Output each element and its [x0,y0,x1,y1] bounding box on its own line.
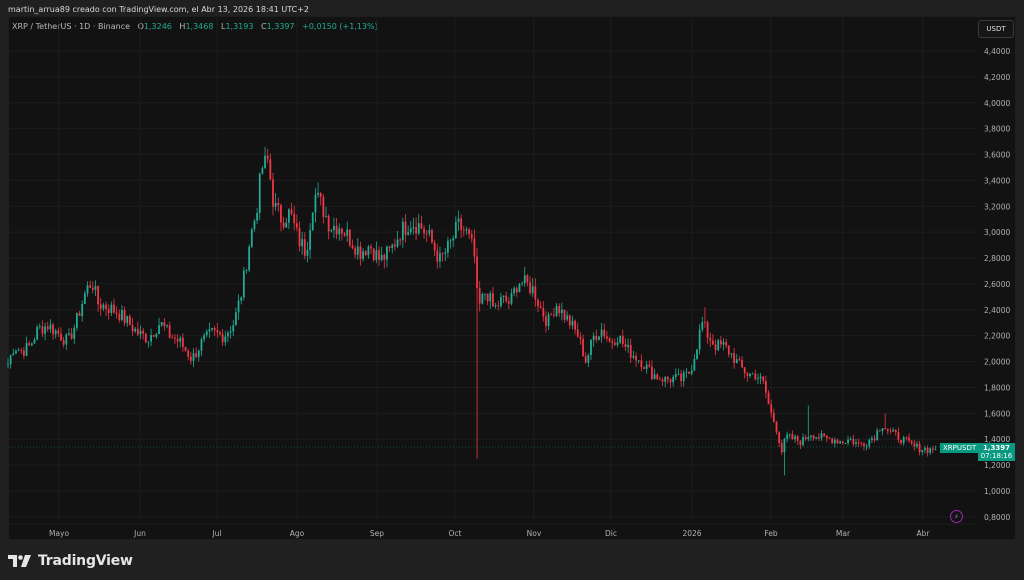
symbol-title[interactable]: XRP / TetherUS · 1D · Binance [12,22,131,31]
time-tick: Mayo [49,529,70,538]
time-tick: Sep [370,529,384,538]
change-value: +0,0150 (+1,13%) [302,22,378,31]
time-tick: Jun [133,529,146,538]
brand-name: TradingView [38,553,133,569]
time-tick: Ago [290,529,305,538]
last-price: 1,3397 [982,444,1010,452]
price-tick: 2,8000 [984,254,1010,263]
chart-pane[interactable] [8,16,1016,540]
time-tick: Feb [764,529,778,538]
currency-unit-button[interactable]: USDT [978,20,1014,38]
price-tick: 0,8000 [984,513,1010,522]
low-value: 1,3193 [225,22,254,31]
time-tick: Abr [917,529,931,538]
open-value: 1,3246 [143,22,172,31]
price-tick: 3,2000 [984,202,1010,211]
price-tick: 4,4000 [984,47,1010,56]
price-tick: 3,0000 [984,228,1010,237]
price-tick: 2,0000 [984,358,1010,367]
high-value: 1,3468 [185,22,214,31]
last-price-label: 1,3397 07:18:16 [978,443,1015,461]
price-tick: 2,6000 [984,280,1010,289]
symbol-legend: XRP / TetherUS · 1D · Binance O1,3246 H1… [12,22,378,31]
price-tick: 1,8000 [984,383,1010,392]
time-tick: Dic [605,529,617,538]
price-tick: 4,0000 [984,99,1010,108]
tradingview-logo: TradingView [8,553,133,569]
price-tick: 1,4000 [984,435,1010,444]
price-tick: 1,6000 [984,409,1010,418]
time-tick: Nov [527,529,542,538]
price-tick: 1,2000 [984,461,1010,470]
chart-credit: martin_arrua89 creado con TradingView.co… [8,5,310,14]
time-tick: Mar [836,529,851,538]
symbol-price-tag: XRPUSDT [940,443,980,453]
close-value: 1,3397 [266,22,295,31]
tv-logo-icon [8,555,31,567]
lightning-icon[interactable]: ⚡ [950,510,963,523]
price-tick: 4,2000 [984,73,1010,82]
price-tick: 1,0000 [984,487,1010,496]
price-tick: 3,6000 [984,151,1010,160]
price-tick: 3,4000 [984,176,1010,185]
price-tick: 2,4000 [984,306,1010,315]
price-tick: 3,8000 [984,125,1010,134]
time-tick: Jul [211,529,221,538]
time-tick: Oct [449,529,462,538]
time-tick: 2026 [682,529,701,538]
price-tick: 2,2000 [984,332,1010,341]
bar-countdown: 07:18:16 [980,452,1013,460]
